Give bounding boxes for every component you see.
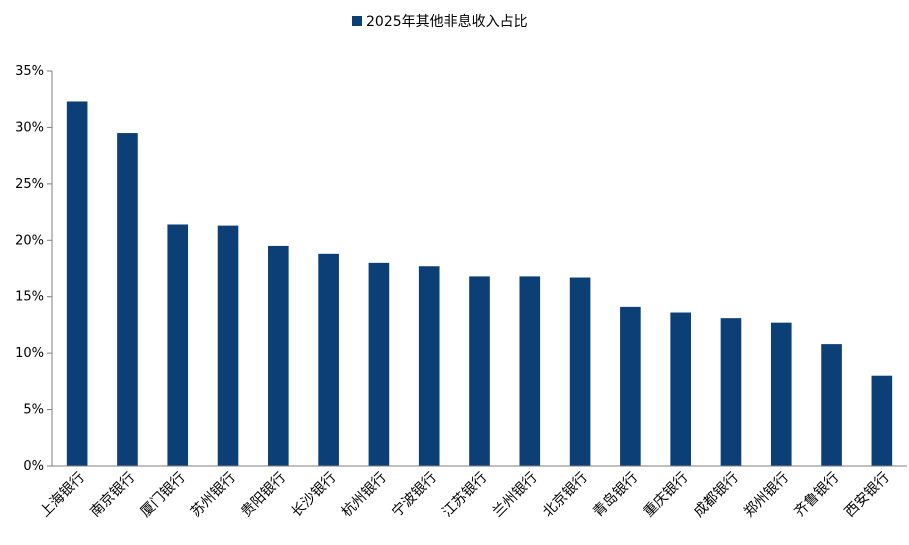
bar [418,266,440,466]
y-tick-label: 30% [15,120,44,135]
x-tick-label: 西安银行 [842,470,893,521]
x-tick-label: 兰州银行 [490,470,541,521]
bar [770,322,792,466]
bar [821,344,842,466]
y-tick-label: 35% [15,64,44,79]
x-tick-label: 齐鲁银行 [791,470,842,521]
y-tick-label: 0% [23,459,44,474]
bar [519,276,541,466]
y-tick-label: 10% [15,346,44,361]
bar [469,276,490,466]
x-tick-label: 宁波银行 [388,469,440,521]
legend: 2025年其他非息收入占比 [352,13,528,30]
bar [318,253,339,466]
bar [117,133,138,467]
x-tick-label: 南京银行 [87,470,138,521]
x-tick-label: 重庆银行 [641,470,692,521]
x-tick-label: 成都银行 [691,470,742,521]
y-tick-label: 25% [15,177,44,192]
x-tick-label: 杭州银行 [339,470,390,521]
y-tick-label: 20% [15,233,44,248]
x-tick-label: 郑州银行 [741,470,792,521]
x-tick-label: 贵阳银行 [238,470,289,521]
x-tick-label: 苏州银行 [188,470,239,521]
y-tick-label: 15% [15,290,44,305]
x-tick-label: 青岛银行 [590,470,641,521]
bar [368,262,390,466]
legend-label: 2025年其他非息收入占比 [366,13,528,30]
bar [720,318,742,466]
legend-swatch [352,16,362,26]
bars [66,101,893,467]
x-tick-label: 江苏银行 [439,470,490,521]
bar [268,245,289,466]
x-tick-label: 北京银行 [540,470,591,521]
x-tick-label: 厦门银行 [138,470,189,521]
bar [66,101,88,466]
bar [670,312,691,466]
bar [569,277,591,466]
bar [217,225,239,466]
bar [871,375,893,466]
x-tick-label: 上海银行 [37,470,88,521]
y-axis: 0% 5% 10% 15% 20% 25% 30% 35% [15,64,53,474]
y-tick-label: 5% [23,403,44,418]
x-axis: 上海银行 南京银行 厦门银行 苏州银行 贵阳银行 长沙银行 杭州银行 宁波银行 江苏银行 兰州银行… [37,465,907,521]
bar [167,224,189,466]
x-tick-label: 长沙银行 [289,470,340,521]
bar [620,306,641,466]
